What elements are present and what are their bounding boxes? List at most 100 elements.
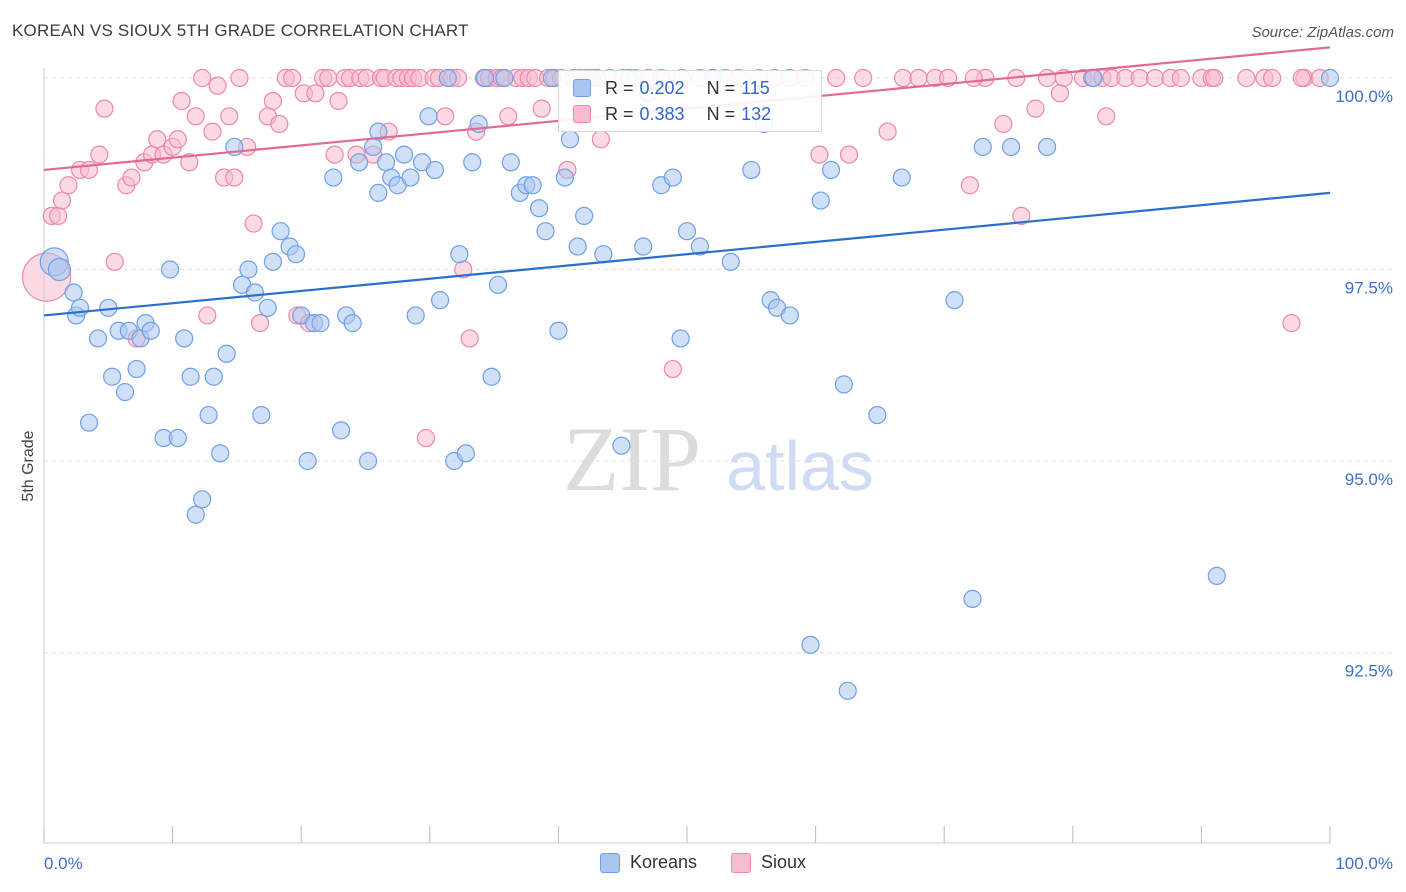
korean-point [298, 451, 317, 471]
korean-point [821, 160, 841, 180]
korean-point [677, 222, 697, 241]
watermark-atlas: atlas [726, 427, 874, 505]
sioux-point [839, 145, 859, 164]
sioux-point [172, 91, 191, 111]
sioux-point [663, 359, 682, 379]
korean-point [1037, 137, 1057, 157]
sioux-point [1012, 206, 1031, 225]
korean-point [488, 275, 508, 294]
legend-row-sioux: R = 0.383 N = 132 [573, 102, 771, 126]
sioux-point [909, 68, 928, 88]
sioux-point [1237, 68, 1256, 88]
r-label: R = [605, 103, 634, 124]
n-value-koreans: 115 [741, 77, 770, 98]
sioux-point [148, 130, 167, 149]
korean-point [324, 168, 343, 187]
korean-point [141, 321, 160, 340]
korean-point [425, 160, 445, 180]
korean-point [263, 252, 283, 271]
sioux-point [225, 168, 244, 187]
korean-point [690, 237, 709, 256]
korean-point [199, 405, 218, 425]
grid-lines [44, 77, 1395, 653]
n-value-sioux: 132 [741, 103, 772, 124]
korean-point [70, 298, 90, 317]
sioux-point [938, 68, 958, 88]
korean-point [945, 291, 964, 310]
sioux-point [49, 206, 68, 225]
sioux-point [994, 114, 1013, 134]
stats-legend: R = 0.202 N = 115 R = 0.383 N = 132 [558, 70, 822, 132]
korean-point [838, 681, 857, 700]
sioux-point [263, 91, 283, 111]
sioux-point [1037, 68, 1057, 88]
sioux-point [283, 68, 302, 88]
korean-point [1001, 137, 1021, 157]
korean-point [193, 490, 212, 509]
korean-point [88, 329, 108, 348]
sioux-point [230, 68, 249, 88]
korean-point [401, 168, 420, 187]
korean-point [115, 382, 135, 402]
sioux-point [1292, 68, 1311, 88]
korean-point [217, 344, 236, 363]
chart-title: KOREAN VS SIOUX 5TH GRADE CORRELATION CH… [12, 21, 469, 40]
korean-point [79, 413, 99, 432]
korean-point [450, 245, 469, 264]
sioux-point [810, 145, 829, 164]
sioux-point [105, 252, 124, 271]
korean-point [811, 191, 830, 210]
legend-row-koreans: R = 0.202 N = 115 [573, 76, 770, 100]
x-tick-label-min: 0.0% [44, 854, 83, 873]
sioux-point [198, 306, 217, 325]
korean-point [438, 68, 457, 88]
sioux-point [270, 114, 289, 134]
korean-point [721, 252, 740, 271]
sioux-point [1205, 68, 1224, 88]
r-label: R = [605, 77, 634, 98]
source-label: Source: ZipAtlas.com [1251, 24, 1394, 41]
sioux-point [59, 176, 78, 195]
korean-point [369, 122, 388, 141]
sioux-point [1050, 84, 1070, 103]
korean-point [456, 444, 475, 463]
korean-point [594, 245, 613, 264]
sioux-point [416, 428, 436, 448]
legend-item-sioux[interactable]: Sioux [731, 852, 806, 873]
korean-point [419, 107, 438, 126]
korean-point [780, 306, 799, 325]
axes [43, 68, 1331, 844]
korean-point [612, 436, 631, 455]
legend-label-sioux: Sioux [761, 852, 807, 872]
y-tick-label: 97.5% [1345, 279, 1393, 298]
sioux-point [220, 107, 239, 126]
sioux-point [122, 168, 141, 187]
korean-point [204, 367, 223, 386]
sioux-point [878, 122, 897, 141]
korean-point [463, 153, 482, 172]
korean-point [536, 222, 555, 241]
sioux-point [208, 76, 227, 95]
n-label: N = [706, 77, 736, 98]
n-label: N = [706, 103, 736, 124]
korean-point [331, 421, 351, 440]
y-axis-label: 5th Grade [20, 430, 37, 501]
sioux-point [532, 99, 551, 118]
korean-point [523, 176, 542, 195]
legend-item-koreans[interactable]: Koreans [599, 852, 697, 873]
sioux-point [203, 122, 222, 141]
korean-point [311, 314, 330, 333]
korean-point [973, 137, 992, 157]
sioux-point [90, 145, 109, 164]
series-legend: Koreans Sioux [0, 852, 1406, 873]
korean-point [834, 375, 853, 394]
korean-point [175, 329, 194, 348]
korean-point [475, 68, 495, 88]
korean-point [181, 367, 200, 386]
sioux-swatch [573, 105, 591, 123]
sioux-point [325, 145, 344, 164]
korean-point [530, 199, 549, 218]
korean-point [1320, 68, 1340, 88]
watermark-zip: ZIP [563, 408, 701, 510]
korean-point [271, 222, 290, 241]
